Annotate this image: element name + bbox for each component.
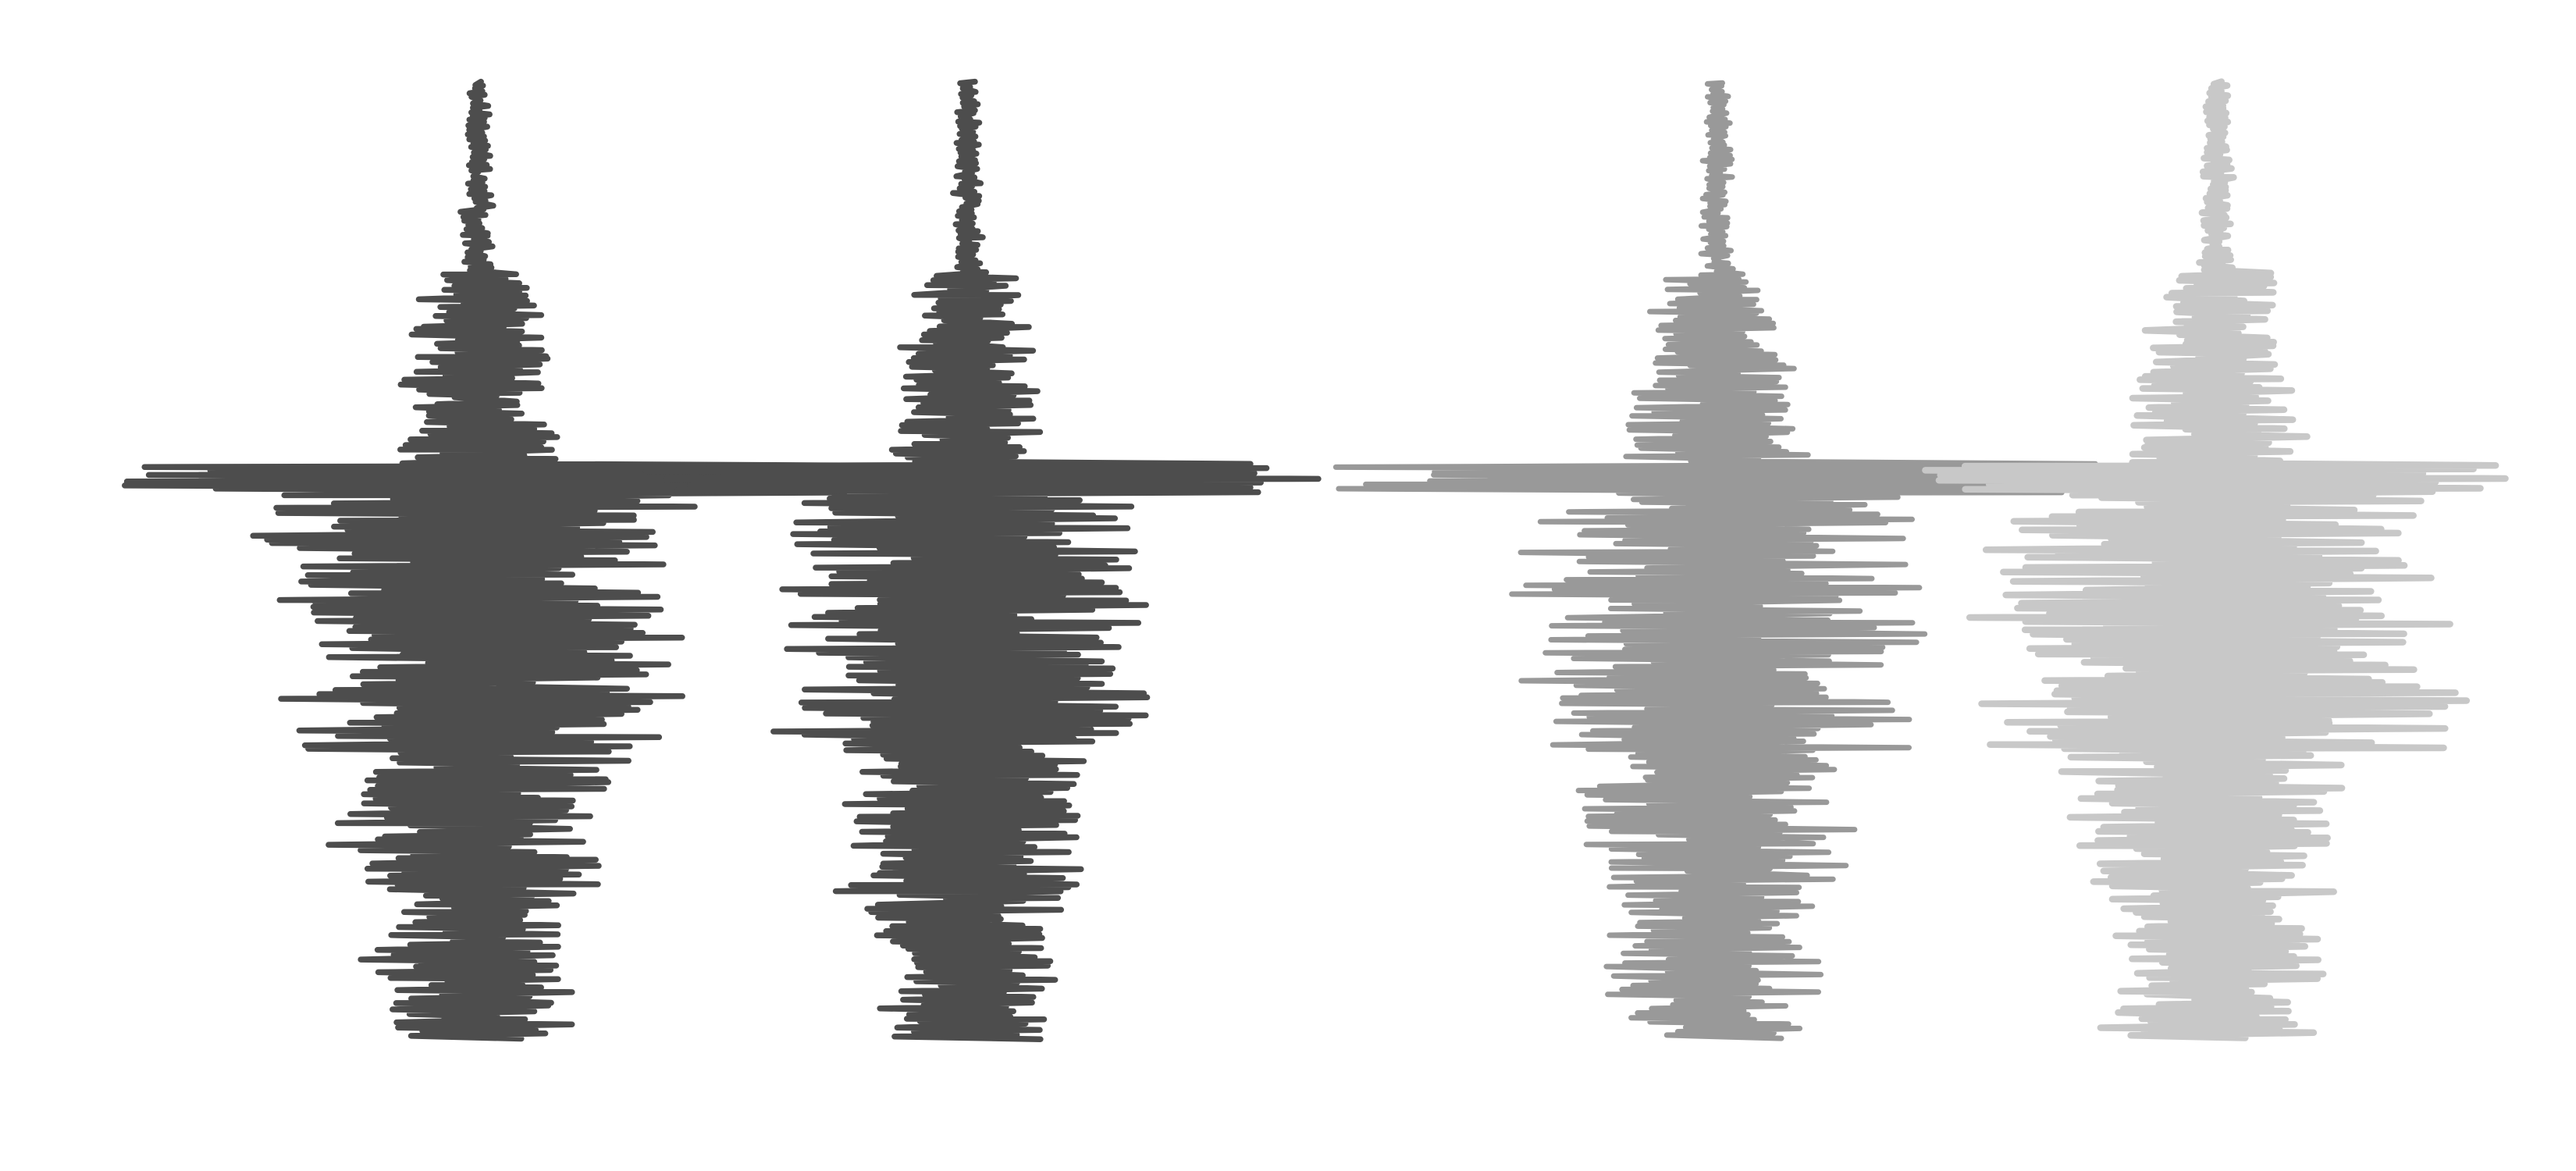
- seismogram-4: [1922, 78, 2509, 1041]
- waveform-group: [122, 78, 2509, 1042]
- seismogram-3: [1332, 80, 2121, 1041]
- seismogram-2: [642, 78, 1322, 1042]
- seismogram-1: [122, 78, 848, 1042]
